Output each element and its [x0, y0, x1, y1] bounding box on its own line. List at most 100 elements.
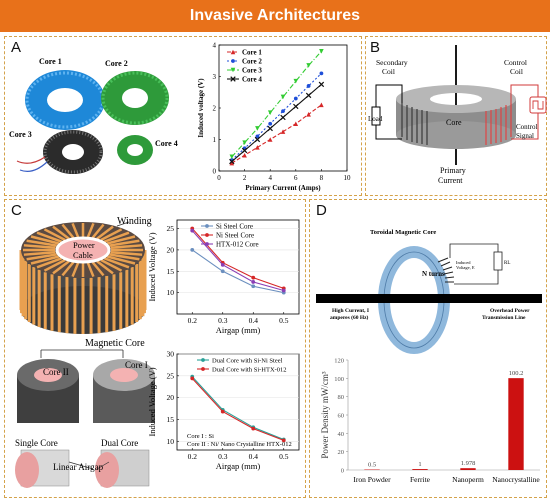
panel-c-label: C: [11, 202, 22, 219]
airgap-bottom-xtick-label: 0.2: [188, 452, 198, 461]
data-point: [242, 140, 247, 145]
legend-marker-0: [201, 358, 205, 362]
winding-turn-top: [26, 253, 57, 261]
panel-d-label: D: [316, 202, 327, 219]
induced-vs-primary-xtick-label: 6: [294, 174, 298, 182]
core-note-1: Core I : Si: [187, 433, 214, 440]
induced-vs-primary-xtick-label: 10: [344, 174, 352, 182]
airgap-top-xtick-label: 0.5: [279, 316, 289, 325]
panel-d: D RL Toroidal Magnetic Core N turns Indu…: [309, 199, 547, 498]
data-point: [220, 269, 225, 274]
winding-turn-top: [43, 228, 66, 242]
load-label: Load: [368, 115, 383, 123]
legend-marker-3: [230, 76, 236, 82]
data-point: [251, 280, 256, 284]
winding-turn-top: [36, 257, 62, 269]
airgap-bottom-ytick-label: 30: [167, 350, 175, 359]
data-point: [319, 102, 324, 108]
winding-turn-top: [30, 255, 60, 265]
airgap-bottom-ytick-label: 20: [167, 393, 175, 402]
ytick-label: 120: [334, 358, 344, 365]
panel-b-label: B: [370, 39, 381, 56]
winding-turn-top: [109, 253, 140, 261]
page-title: Invasive Architectures: [189, 7, 361, 24]
data-point: [281, 438, 286, 443]
series-line-0: [191, 249, 284, 294]
series-line-2: [191, 230, 284, 292]
airgap-bottom-chart: 0.2 0.3 0.4 0.5 10 15 20 25 30 Airgap (mm) Induced…: [147, 350, 300, 471]
induced-vs-primary-xtick-label: 2: [243, 174, 247, 182]
data-point: [241, 147, 248, 154]
data-point: [280, 94, 286, 100]
data-point: [280, 129, 286, 134]
dual-core-image: [93, 359, 155, 423]
induced-vs-primary-chart: 0 2 4 6 8 10 0 1 2 3 4 Primary Current (Amps) Induce…: [197, 42, 351, 193]
winding-turn-top: [104, 231, 130, 243]
ytick-label: 40: [338, 431, 345, 438]
core2-label: Core II: [43, 367, 69, 377]
data-point: [293, 78, 299, 84]
title-banner: Invasive Architectures: [0, 0, 550, 32]
panel-c: C Winding Power Cable Magnetic Core Core …: [4, 199, 306, 498]
data-point: [318, 81, 325, 88]
data-point: [267, 137, 273, 142]
winding-turn-top: [104, 257, 130, 269]
winding-turn-top: [26, 239, 57, 247]
legend-marker-2: [230, 67, 236, 73]
core4-photo: [117, 135, 153, 165]
data-point: [305, 92, 312, 99]
winding-turn-top: [36, 231, 62, 243]
core4-photo-label: Core 4: [155, 139, 178, 148]
core-note-2: Core II : Ni/ Nano Crystalline HTX-012: [187, 441, 292, 448]
legend-label-1: Ni Steel Core: [216, 232, 254, 240]
panel-b: B: [365, 36, 547, 196]
induced-vs-primary-xlabel: Primary Current (Amps): [245, 184, 321, 192]
control-coil-label: Control Coil: [504, 58, 527, 76]
winding-turn-top: [71, 222, 80, 238]
panel-a-figure: Core 1 Core 2 Core 3 Core 4 0 2 4 6 8 10 0 1 2 3 4…: [9, 42, 351, 193]
induced-voltage-label: Induced Voltage, E: [456, 260, 475, 271]
data-point: [251, 284, 256, 289]
ytick-label: 60: [338, 413, 345, 420]
core1-label: Core I: [125, 360, 148, 370]
power-cable-label: Power Cable: [73, 240, 95, 260]
single-core-image: [17, 359, 79, 423]
legend-label-3: Core 4: [242, 76, 262, 84]
data-point: [293, 96, 298, 101]
data-point: [229, 154, 235, 160]
wound-core: [19, 222, 147, 334]
linear-airgap-label: Linear Airgap: [53, 462, 104, 472]
induced-vs-primary-ytick-label: 2: [213, 105, 217, 113]
induced-vs-primary-xtick-label: 0: [217, 174, 221, 182]
data-point: [255, 145, 260, 150]
data-point: [281, 109, 285, 114]
induced-vs-primary-ytick-label: 3: [213, 73, 217, 81]
data-point: [190, 376, 195, 381]
data-point: [267, 110, 273, 116]
n-turns-label: N turns: [422, 270, 445, 278]
induced-vs-primary-ytick-label: 4: [213, 42, 217, 50]
series-line-1: [231, 72, 322, 161]
induced-vs-primary-xtick-label: 8: [320, 174, 324, 182]
ytick-label: 0: [341, 468, 344, 475]
legend-marker-1: [201, 367, 205, 371]
airgap-top-ytick-label: 10: [167, 288, 175, 297]
power-density-chart: 0 20 40 60 80 100 120 Power Density mW/cm³ 0.5 Ir…: [320, 358, 540, 485]
core-label: Core: [446, 118, 462, 127]
airgap-top-ylabel: Induced Voltage (V): [147, 232, 157, 301]
primary-current-label: Primary Current: [438, 166, 466, 185]
data-point: [255, 134, 260, 139]
panel-b-diagram: Secondary Coil Control Coil Load Core Cont…: [368, 45, 547, 185]
panel-a-label: A: [11, 39, 22, 56]
core3-photo: [16, 130, 103, 174]
airgap-bottom-xtick-label: 0.3: [218, 452, 228, 461]
legend-label-0: Core 1: [242, 49, 262, 57]
legend-marker-0: [230, 49, 236, 55]
winding-label: Winding: [117, 216, 152, 227]
bar-category-label: Iron Powder: [353, 475, 391, 484]
panel-d-figure: RL Toroidal Magnetic Core N turns Induce…: [316, 229, 542, 485]
data-point: [306, 112, 311, 117]
data-point: [251, 275, 256, 280]
data-point: [280, 114, 286, 121]
